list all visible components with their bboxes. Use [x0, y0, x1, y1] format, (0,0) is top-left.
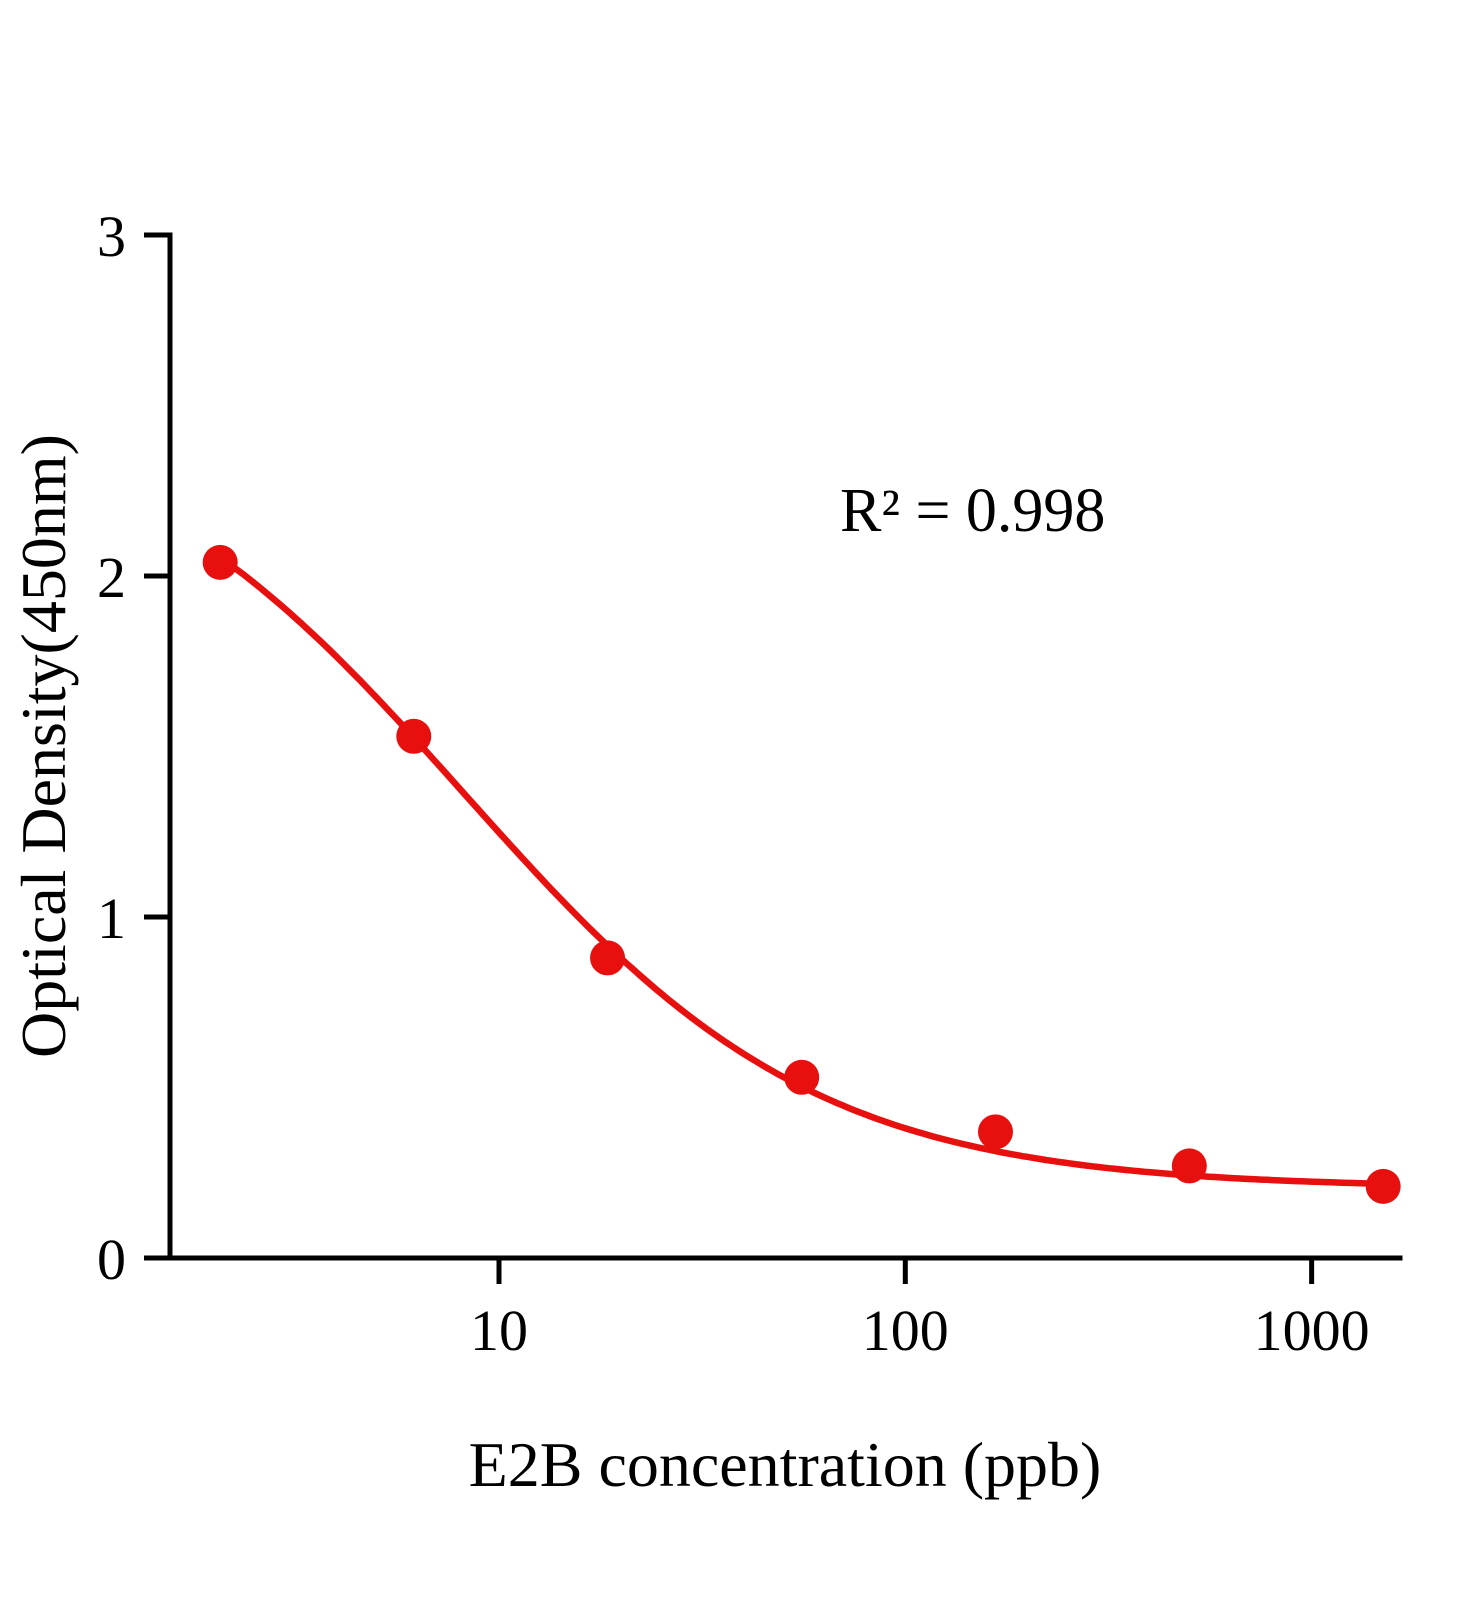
y-tick-label: 2: [97, 545, 126, 610]
data-point: [784, 1059, 820, 1095]
y-tick-label: 3: [97, 204, 126, 269]
r-squared-annotation: R² = 0.998: [840, 477, 1106, 545]
data-point: [977, 1114, 1013, 1150]
x-tick-label: 1000: [1254, 1298, 1370, 1363]
data-point: [590, 940, 626, 976]
x-tick-label: 100: [862, 1298, 949, 1363]
y-tick-label: 1: [97, 886, 126, 951]
y-tick-label: 0: [97, 1227, 126, 1292]
data-point: [396, 718, 432, 754]
axes-lines: [167, 232, 1403, 1261]
x-tick-label: 10: [470, 1298, 528, 1363]
x-axis-title: E2B concentration (ppb): [468, 1429, 1102, 1500]
data-point: [1365, 1168, 1401, 1204]
data-point: [202, 544, 238, 580]
y-axis-title: Optical Density(450nm): [8, 434, 79, 1058]
data-point: [1171, 1148, 1207, 1184]
